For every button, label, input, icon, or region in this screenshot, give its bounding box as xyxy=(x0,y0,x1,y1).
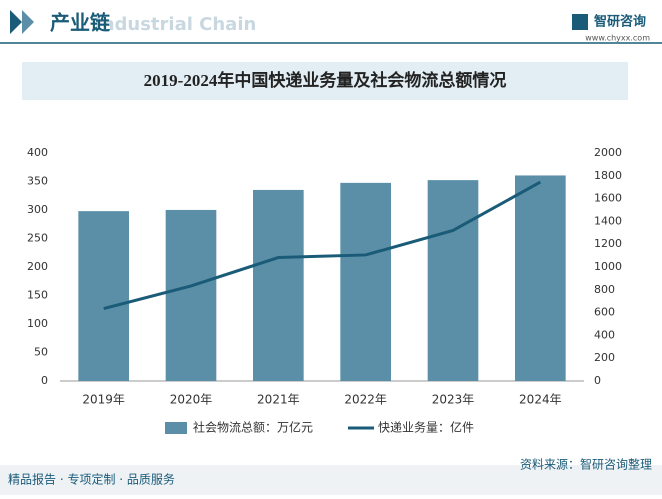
header-icon xyxy=(22,10,34,34)
bar xyxy=(515,175,566,381)
header-icon xyxy=(10,10,22,34)
x-tick-label: 2020年 xyxy=(170,393,213,407)
bar xyxy=(253,189,304,381)
footer-tagline: 精品报告 · 专项定制 · 品质服务 xyxy=(8,472,175,487)
y-tick-label: 250 xyxy=(27,232,48,245)
y2-tick-label: 0 xyxy=(594,374,601,387)
title-box xyxy=(22,62,628,100)
line xyxy=(103,180,542,311)
bar xyxy=(427,180,479,381)
logo xyxy=(572,14,588,30)
footer-bar xyxy=(0,465,662,495)
chart-title: 2019-2024年中国快递业务量及社会物流总额情况 xyxy=(144,70,507,90)
y-tick-label: 50 xyxy=(34,346,48,359)
y2-tick-label: 1400 xyxy=(594,214,622,227)
x-tick-label: 2023年 xyxy=(432,393,475,407)
bar xyxy=(78,211,129,381)
y-tick-label: 150 xyxy=(27,289,48,302)
legend-swatch xyxy=(165,422,187,434)
y-tick-label: 400 xyxy=(27,146,48,159)
y2-tick-label: 200 xyxy=(594,351,615,364)
y2-tick-label: 400 xyxy=(594,328,615,341)
legend-label: 快递业务量：亿件 xyxy=(378,420,474,435)
plot: 0 50 100 150 200 250 300 350 400 0 200 400 600 800 100… xyxy=(27,146,622,435)
y2-tick-label: 1200 xyxy=(594,237,622,250)
y2-tick-label: 800 xyxy=(594,283,615,296)
bar xyxy=(340,182,391,381)
legend-label: 社会物流总额：万亿元 xyxy=(193,420,313,435)
y2-tick-label: 1000 xyxy=(594,260,622,273)
x-tick-label: 2021年 xyxy=(257,393,300,407)
y2-tick-label: 1800 xyxy=(594,169,622,182)
source: 资料来源：智研咨询整理 xyxy=(520,457,652,472)
x-tick-label: 2024年 xyxy=(519,393,562,407)
x-tick-label: 2019年 xyxy=(82,393,125,407)
y-tick-label: 200 xyxy=(27,260,48,273)
header-title: 产业链 xyxy=(50,11,111,35)
brand: 智研咨询 xyxy=(594,14,646,30)
y-tick-label: 300 xyxy=(27,203,48,216)
y-tick-label: 0 xyxy=(41,374,48,387)
y-tick-label: 100 xyxy=(27,317,48,330)
y2-tick-label: 1600 xyxy=(594,192,622,205)
url: www.chyxx.com xyxy=(585,34,650,43)
watermark: Industrial Chain xyxy=(95,14,256,35)
y-tick-label: 350 xyxy=(27,175,48,188)
bar xyxy=(165,209,217,381)
x-tick-label: 2022年 xyxy=(344,393,387,407)
y2-tick-label: 600 xyxy=(594,306,615,319)
y2-tick-label: 2000 xyxy=(594,146,622,159)
